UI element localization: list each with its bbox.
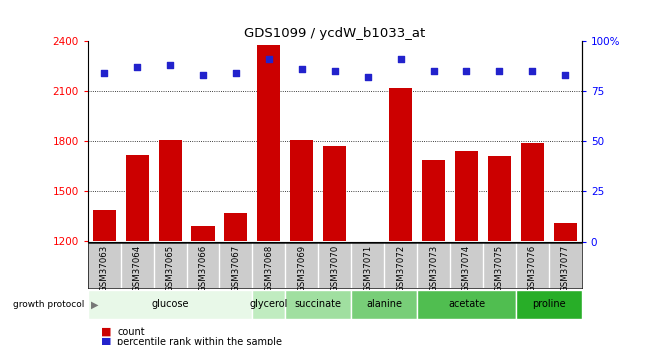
- Text: GSM37072: GSM37072: [396, 245, 405, 292]
- Text: count: count: [117, 327, 144, 337]
- Point: [560, 73, 571, 78]
- Bar: [417, 290, 516, 319]
- Point: [363, 75, 373, 80]
- Point: [132, 65, 142, 70]
- Point: [330, 69, 340, 74]
- Bar: [285, 290, 351, 319]
- Text: GSM37074: GSM37074: [462, 245, 471, 292]
- Text: GSM37063: GSM37063: [99, 245, 109, 292]
- Bar: [88, 290, 252, 319]
- Point: [99, 71, 109, 76]
- Point: [462, 69, 472, 74]
- Text: GSM37067: GSM37067: [231, 245, 240, 292]
- Text: GSM37065: GSM37065: [166, 245, 175, 292]
- Text: glycerol: glycerol: [250, 299, 288, 309]
- Bar: [389, 88, 412, 242]
- Text: glucose: glucose: [151, 299, 189, 309]
- Bar: [351, 290, 417, 319]
- Point: [527, 69, 538, 74]
- Bar: [257, 45, 280, 241]
- Point: [198, 73, 208, 78]
- Text: ■: ■: [101, 327, 111, 337]
- Text: percentile rank within the sample: percentile rank within the sample: [117, 337, 282, 345]
- Title: GDS1099 / ycdW_b1033_at: GDS1099 / ycdW_b1033_at: [244, 27, 425, 40]
- Point: [296, 67, 307, 72]
- Bar: [291, 140, 313, 242]
- Point: [395, 57, 406, 62]
- Point: [264, 57, 274, 62]
- Text: acetate: acetate: [448, 299, 485, 309]
- Point: [231, 71, 241, 76]
- Text: GSM37077: GSM37077: [561, 245, 570, 292]
- Bar: [521, 143, 544, 241]
- Bar: [455, 151, 478, 242]
- Text: growth protocol: growth protocol: [13, 300, 84, 309]
- Bar: [516, 290, 582, 319]
- Bar: [93, 210, 116, 241]
- Text: GSM37071: GSM37071: [363, 245, 372, 292]
- Bar: [125, 155, 149, 242]
- Text: GSM37069: GSM37069: [297, 245, 306, 292]
- Point: [165, 63, 176, 68]
- Text: ■: ■: [101, 337, 111, 345]
- Bar: [159, 140, 181, 242]
- Text: alanine: alanine: [366, 299, 402, 309]
- Text: GSM37064: GSM37064: [133, 245, 142, 292]
- Text: GSM37070: GSM37070: [330, 245, 339, 292]
- Bar: [192, 226, 215, 242]
- Text: GSM37068: GSM37068: [265, 245, 274, 292]
- Bar: [252, 290, 285, 319]
- Text: GSM37075: GSM37075: [495, 245, 504, 292]
- Text: GSM37073: GSM37073: [429, 245, 438, 292]
- Text: GSM37066: GSM37066: [198, 245, 207, 292]
- Bar: [554, 223, 577, 241]
- Bar: [488, 156, 511, 241]
- Bar: [323, 146, 346, 242]
- Point: [494, 69, 504, 74]
- Text: succinate: succinate: [295, 299, 342, 309]
- Text: proline: proline: [532, 299, 566, 309]
- Text: ▶: ▶: [91, 299, 99, 309]
- Bar: [422, 160, 445, 242]
- Text: GSM37076: GSM37076: [528, 245, 537, 292]
- Bar: [224, 213, 248, 242]
- Point: [428, 69, 439, 74]
